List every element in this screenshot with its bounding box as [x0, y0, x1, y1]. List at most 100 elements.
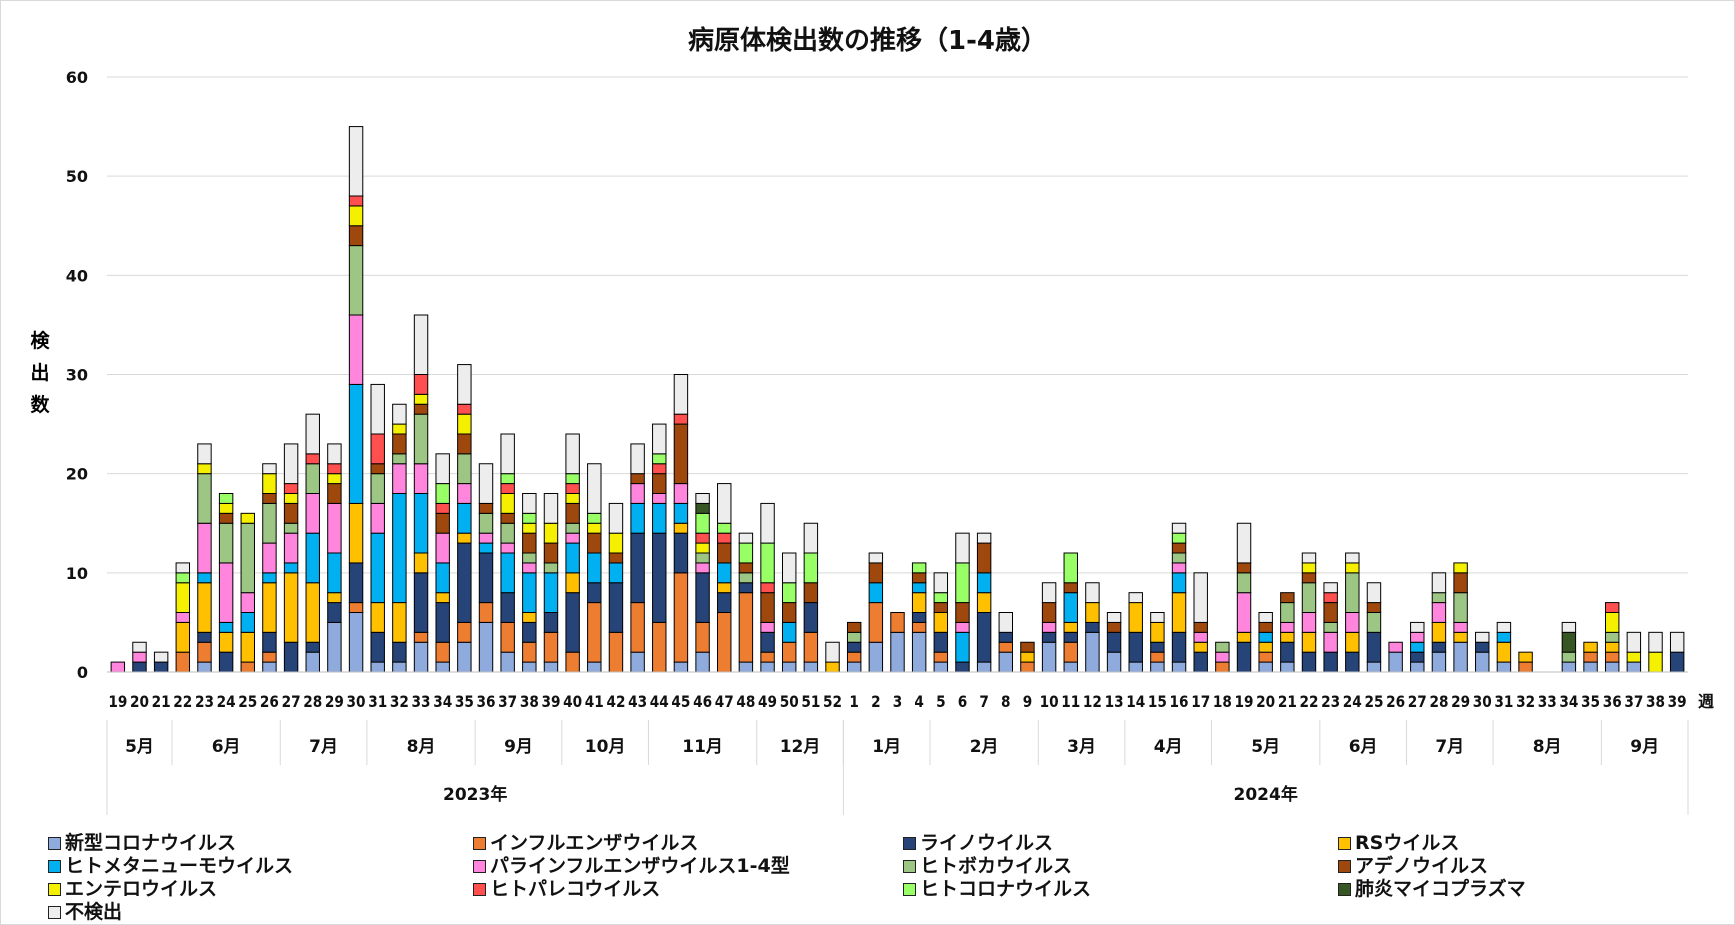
- bar-segment: [1258, 612, 1273, 623]
- bar-segment: [695, 512, 710, 534]
- bar-segment: [738, 532, 754, 544]
- bar-segment: [673, 413, 689, 425]
- bar-segment: [283, 641, 299, 673]
- bar-segment: [1106, 612, 1122, 623]
- bar-segment: [175, 572, 191, 584]
- bar-segment: [327, 502, 342, 554]
- x-tick-label: 21: [152, 692, 171, 711]
- bar-segment: [1366, 582, 1382, 604]
- bar-segment: [695, 562, 710, 574]
- bar-segment: [1063, 621, 1078, 633]
- bar-segment: [1345, 651, 1360, 673]
- bar-segment: [1453, 621, 1468, 633]
- bar-segment: [587, 532, 602, 554]
- bar-segment: [1366, 661, 1382, 673]
- bar-segment: [478, 463, 494, 504]
- bar-segment: [933, 651, 949, 663]
- bar-segment: [1431, 602, 1447, 623]
- bar-segment: [218, 651, 234, 673]
- bar-segment: [1106, 651, 1122, 673]
- bar-segment: [413, 631, 429, 643]
- bar-segment: [413, 572, 429, 633]
- bar-segment: [652, 463, 667, 475]
- bar-segment: [803, 602, 819, 633]
- legend-item: ヒトボカウイルス: [903, 851, 1072, 878]
- bar-segment: [305, 493, 320, 534]
- bar-segment: [218, 512, 234, 524]
- bar-segment: [1431, 641, 1447, 653]
- bar-segment: [262, 582, 277, 633]
- legend-label: アデノウイルス: [1355, 855, 1489, 877]
- bar-segment: [1171, 522, 1187, 534]
- y-tick-label: 40: [66, 266, 88, 285]
- x-tick-label: 25: [238, 692, 257, 711]
- bar-segment: [218, 631, 234, 653]
- bar-segment: [1150, 641, 1165, 653]
- bar-segment: [1561, 651, 1577, 663]
- bar-segment: [1345, 562, 1360, 574]
- x-tick-label: 13: [1105, 692, 1124, 711]
- bar-segment: [327, 621, 342, 673]
- bar-segment: [955, 602, 970, 623]
- bar-segment: [153, 651, 169, 663]
- bar-segment: [933, 661, 949, 673]
- bar-segment: [500, 433, 515, 475]
- x-tick-label: 36: [1603, 692, 1622, 711]
- bar-segment: [457, 641, 472, 673]
- x-tick-label: 4: [914, 692, 924, 711]
- bar-segment: [197, 572, 212, 584]
- bar-segment: [1345, 572, 1360, 613]
- legend-swatch: [903, 837, 916, 850]
- bar-segment: [1475, 641, 1490, 653]
- bar-segment: [955, 631, 970, 663]
- x-tick-label: 50: [780, 692, 799, 711]
- x-tick-label: 2: [871, 692, 881, 711]
- x-tick-label: 23: [1321, 692, 1340, 711]
- bar-segment: [998, 631, 1014, 643]
- bar-segment: [1236, 592, 1252, 633]
- bar-segment: [1171, 661, 1187, 673]
- bar-segment: [565, 651, 580, 673]
- month-label: 6月: [1349, 737, 1378, 757]
- bar-segment: [933, 572, 949, 594]
- bar-segment: [630, 651, 645, 673]
- bar-segment: [392, 661, 407, 673]
- bar-segment: [1604, 641, 1620, 653]
- x-tick-label: 19: [108, 692, 127, 711]
- legend-swatch: [903, 860, 916, 873]
- x-tick-label: 18: [1213, 692, 1232, 711]
- x-tick-label: 35: [455, 692, 474, 711]
- y-axis-label: 検出数: [30, 330, 50, 416]
- bar-segment: [1301, 572, 1317, 584]
- bar-segment: [522, 512, 537, 524]
- bar-segment: [803, 631, 819, 663]
- bar-segment: [630, 483, 645, 504]
- bar-segment: [327, 443, 342, 465]
- bar-segment: [803, 582, 819, 604]
- bar-segment: [413, 552, 429, 574]
- bar-segment: [1258, 641, 1273, 653]
- y-tick-label: 0: [77, 663, 88, 682]
- bar-segment: [197, 522, 212, 574]
- bar-segment: [327, 592, 342, 604]
- bar-segment: [717, 532, 732, 544]
- bar-segment: [348, 195, 364, 207]
- x-tick-label: 41: [585, 692, 604, 711]
- bar-segment: [327, 463, 342, 475]
- bar-segment: [1323, 582, 1338, 594]
- bar-segment: [478, 602, 494, 623]
- bar-segment: [1171, 542, 1187, 554]
- bar-segment: [1626, 661, 1642, 673]
- x-tick-label: 17: [1191, 692, 1210, 711]
- bar-segment: [1280, 592, 1295, 604]
- bar-segment: [1106, 621, 1122, 633]
- bar-segment: [1258, 631, 1273, 643]
- bar-segment: [132, 641, 147, 653]
- bar-segment: [760, 582, 775, 594]
- bar-segment: [1236, 641, 1252, 673]
- bar-segment: [392, 641, 407, 663]
- bar-segment: [305, 463, 320, 494]
- bar-segment: [370, 502, 385, 534]
- bar-segment: [435, 661, 450, 673]
- x-tick-label: 5: [936, 692, 946, 711]
